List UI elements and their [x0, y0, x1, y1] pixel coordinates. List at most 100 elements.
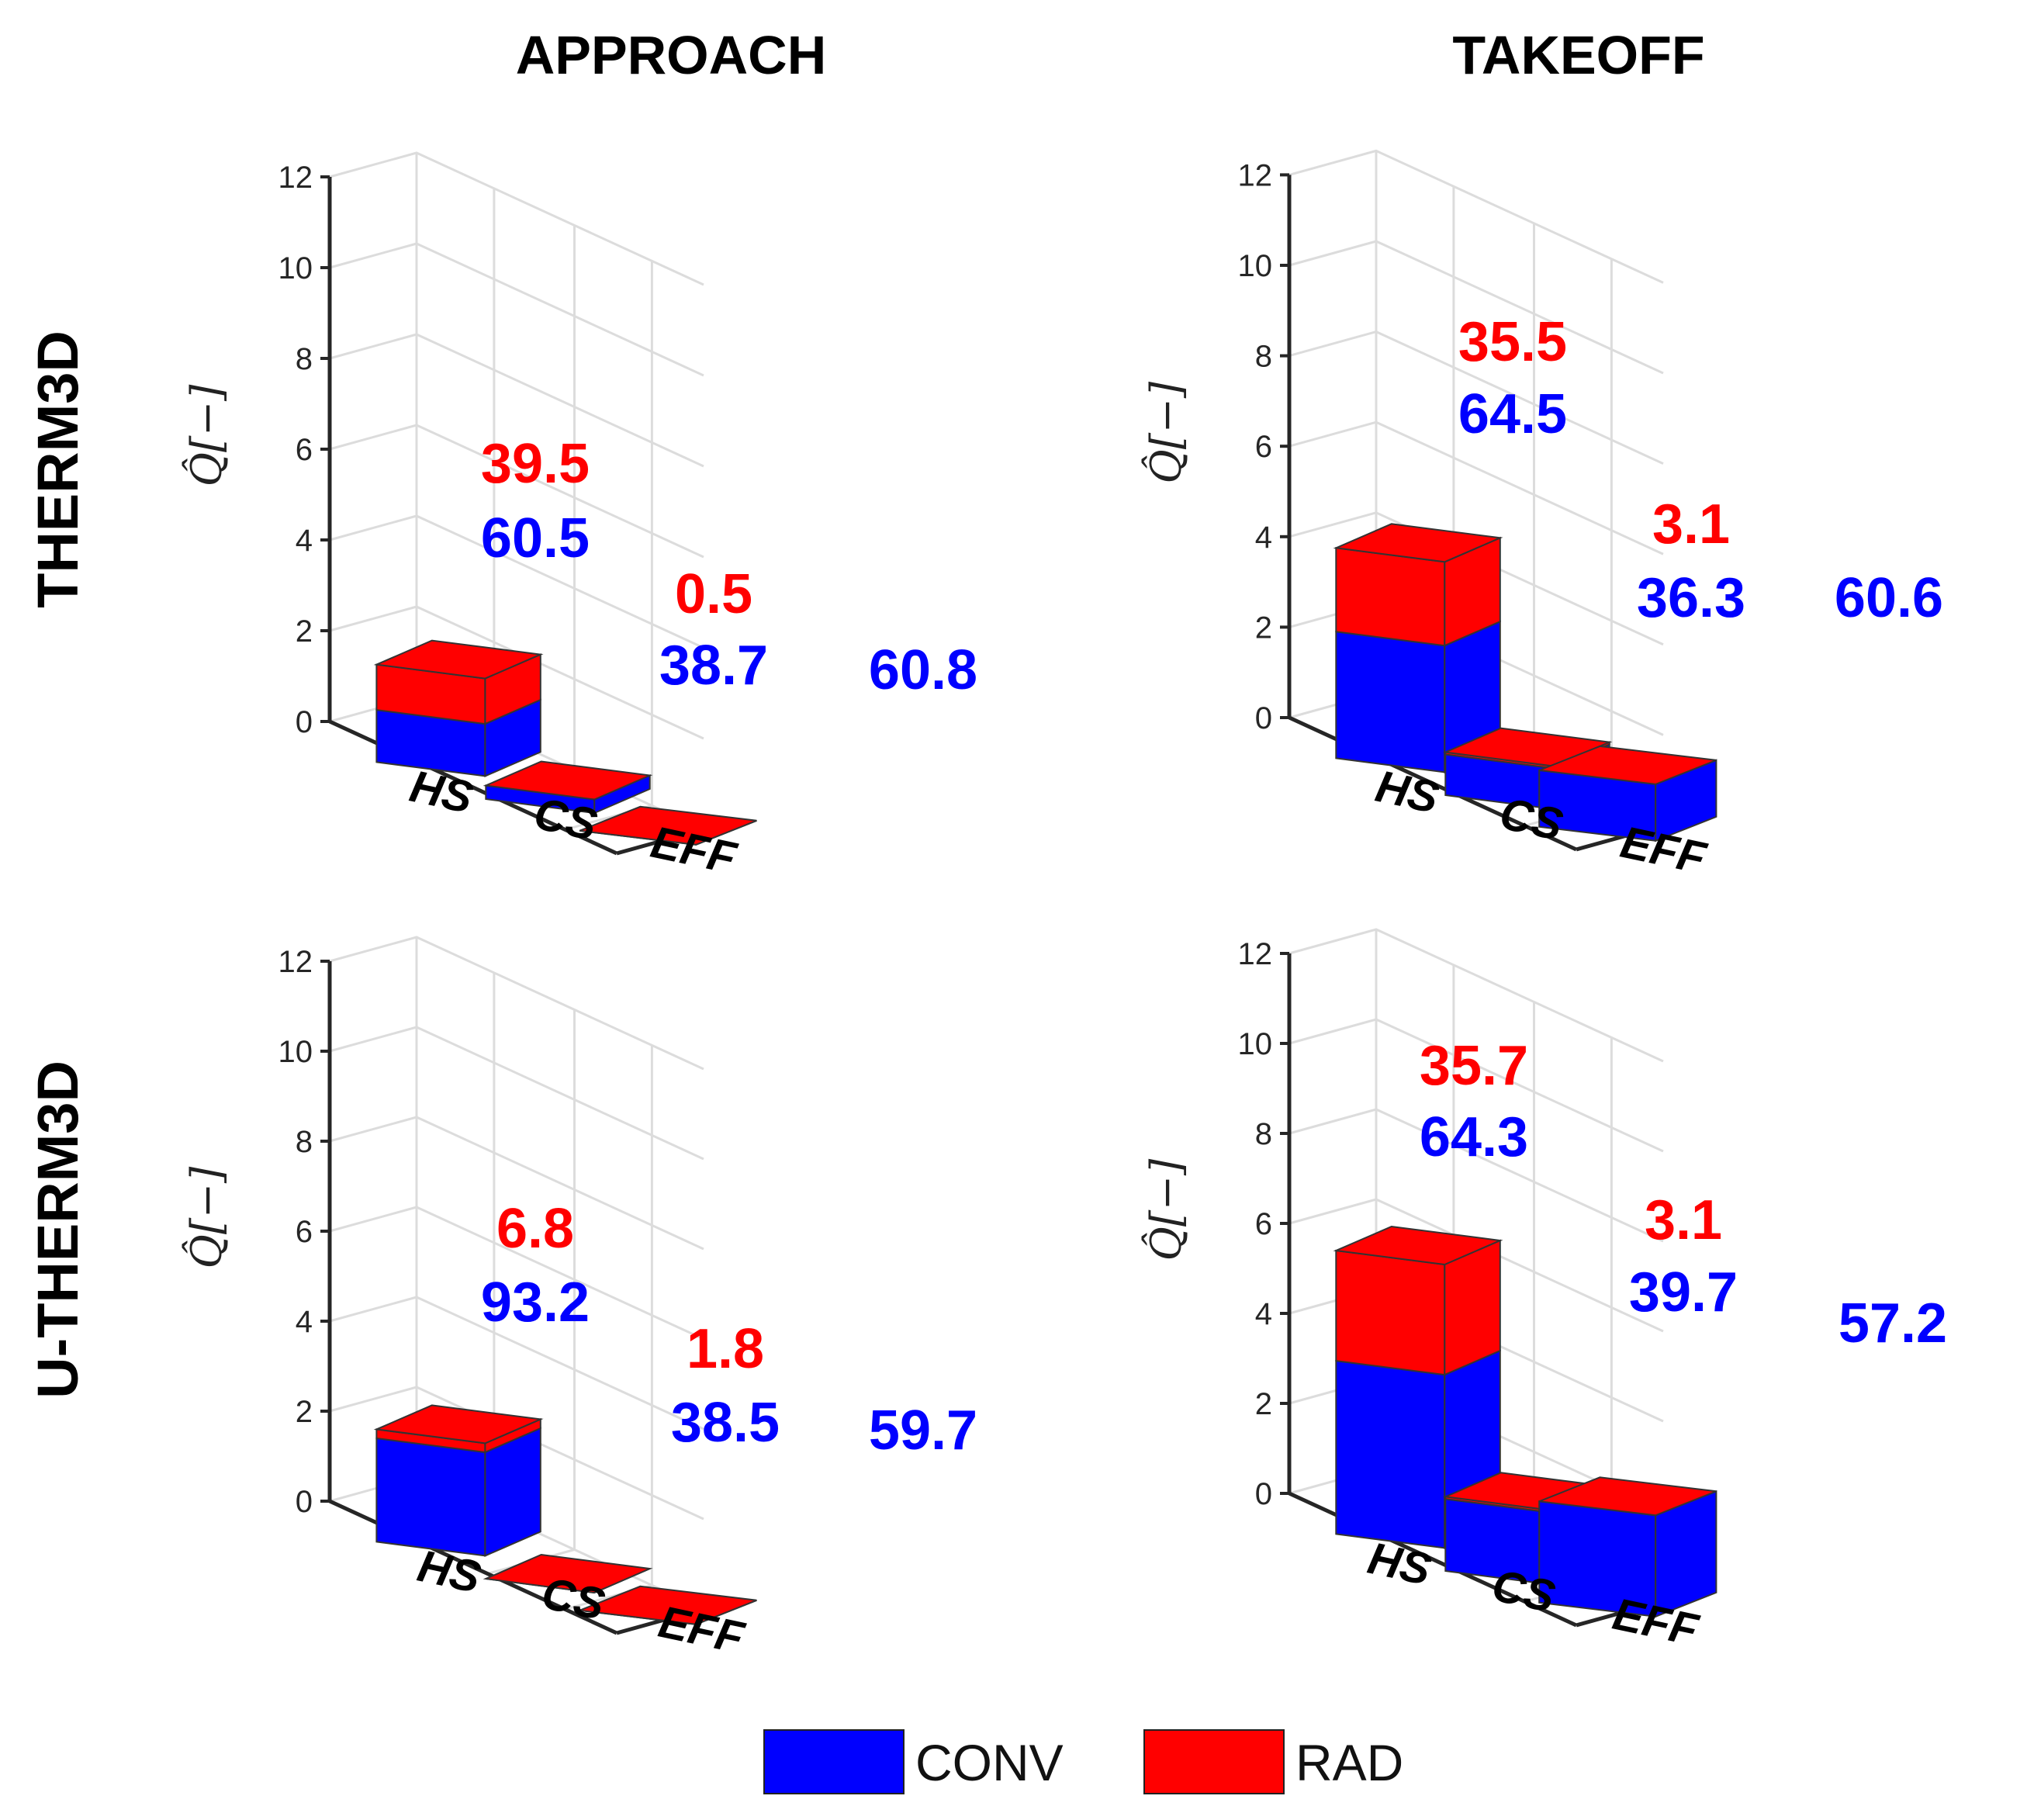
grid-line-y-12	[329, 151, 704, 286]
bars	[373, 1404, 757, 1625]
bar-hs	[373, 1404, 544, 1557]
y-tick-label-2: 2	[296, 1395, 313, 1429]
data-label-cs-rad: 0.5	[675, 563, 752, 625]
y-tick-label-2: 2	[1255, 1387, 1272, 1421]
y-tick-label-0: 0	[296, 705, 313, 739]
legend: CONV RAD	[763, 1729, 1403, 1794]
column-header-takeoff: TAKEOFF	[1452, 25, 1704, 85]
bar-hs-top	[373, 639, 544, 680]
bar-eff-top	[579, 1585, 757, 1625]
data-label-cs-conv: 38.5	[671, 1392, 780, 1454]
data-label-hs-conv: 60.5	[481, 507, 590, 569]
bar-hs-rad-front	[1335, 1249, 1446, 1376]
column-header-approach: APPROACH	[516, 25, 827, 85]
y-tick-label-6: 6	[296, 433, 313, 467]
bar-cs-top	[1442, 727, 1613, 767]
data-labels: 39.5 60.5 0.5 38.7 60.8	[481, 433, 977, 701]
legend-label-conv: CONV	[915, 1734, 1064, 1791]
y-tick-label-10: 10	[1238, 249, 1273, 283]
bar-eff-top	[579, 805, 757, 846]
y-tick-label-12: 12	[1238, 937, 1273, 971]
bars	[373, 639, 757, 846]
bar-eff-top	[1538, 745, 1717, 785]
data-label-cs-conv: 38.7	[659, 635, 768, 697]
y-tick-label-0: 0	[1255, 701, 1272, 735]
axes: 0 2 4 6 8 10 12 Q̂[−]	[182, 945, 704, 1635]
row-header-u-therm3d: U-THERM3D	[26, 1061, 90, 1399]
bar-hs-rad-front	[1335, 547, 1446, 647]
figure-headers: APPROACH TAKEOFF THERM3D U-THERM3D	[26, 25, 1705, 1399]
data-label-hs-rad: 39.5	[481, 433, 590, 495]
data-label-hs-rad: 6.8	[496, 1198, 574, 1260]
bar-hs	[1333, 523, 1503, 773]
y-tick-label-4: 4	[296, 1305, 313, 1339]
bar-cs	[483, 1553, 653, 1594]
bar-eff	[579, 1585, 757, 1625]
x-tick-label-eff: EFF	[1617, 817, 1711, 884]
grid-line-y-10	[329, 1026, 704, 1161]
bar-hs	[373, 639, 544, 777]
y-tick-label-2: 2	[296, 614, 313, 649]
y-tick-label-8: 8	[1255, 340, 1272, 374]
bar-cs	[483, 760, 653, 815]
bar-cs-top	[483, 760, 653, 801]
y-tick-label-6: 6	[1255, 1207, 1272, 1241]
y-tick-label-0: 0	[296, 1485, 313, 1519]
y-tick-label-8: 8	[296, 1125, 313, 1159]
data-label-hs-rad: 35.5	[1458, 311, 1567, 373]
data-label-cs-conv: 36.3	[1637, 567, 1745, 629]
y-axis-title: Q̂[−]	[182, 1166, 231, 1269]
y-tick-label-4: 4	[296, 524, 313, 558]
data-label-hs-conv: 93.2	[481, 1272, 590, 1334]
legend-swatch-rad	[1143, 1729, 1285, 1794]
y-axis-title: Q̂[−]	[1141, 381, 1191, 484]
y-tick-label-8: 8	[296, 342, 313, 376]
data-label-hs-conv: 64.3	[1420, 1106, 1528, 1168]
y-tick-label-10: 10	[278, 1035, 313, 1069]
bars	[1333, 1225, 1717, 1618]
y-tick-label-10: 10	[1238, 1027, 1273, 1061]
bar-hs-conv-front	[1335, 631, 1446, 773]
data-label-cs-conv: 39.7	[1629, 1261, 1738, 1323]
grid-line-y-10	[329, 242, 704, 377]
y-tick-label-6: 6	[296, 1215, 313, 1249]
data-labels: 6.8 93.2 1.8 38.5 59.7	[481, 1198, 977, 1462]
y-tick-label-6: 6	[1255, 430, 1272, 464]
bars	[1333, 523, 1717, 843]
y-tick-label-12: 12	[1238, 158, 1273, 192]
legend-swatch-conv	[763, 1729, 905, 1794]
data-label-eff-conv: 60.8	[869, 639, 977, 701]
data-labels: 35.5 64.5 3.1 36.3 60.6	[1458, 311, 1943, 629]
bar-eff	[1538, 745, 1717, 843]
y-tick-label-8: 8	[1255, 1117, 1272, 1151]
bar-hs-top	[373, 1404, 544, 1445]
row-header-therm3d: THERM3D	[26, 330, 90, 608]
y-axis-title: Q̂[−]	[1141, 1158, 1191, 1261]
data-labels: 35.7 64.3 3.1 39.7 57.2	[1420, 1035, 1947, 1355]
data-label-cs-rad: 1.8	[687, 1318, 764, 1380]
y-tick-label-12: 12	[278, 161, 313, 195]
bar-hs-conv-front	[1335, 1359, 1446, 1549]
y-tick-label-0: 0	[1255, 1477, 1272, 1511]
data-label-cs-rad: 3.1	[1652, 493, 1730, 555]
data-label-hs-rad: 35.7	[1420, 1035, 1528, 1097]
bar-cs-top	[483, 1553, 653, 1594]
data-label-cs-rad: 3.1	[1645, 1189, 1722, 1251]
bar-hs	[1333, 1225, 1503, 1549]
data-label-eff-conv: 57.2	[1838, 1292, 1947, 1355]
y-tick-label-4: 4	[1255, 1297, 1272, 1331]
bar-hs-top	[1333, 1225, 1503, 1266]
y-tick-label-4: 4	[1255, 521, 1272, 555]
data-label-eff-conv: 60.6	[1835, 567, 1943, 629]
bar-hs-top	[1333, 523, 1503, 563]
bar-hs-conv-front	[375, 1437, 486, 1557]
grid-line-y-12	[329, 936, 704, 1071]
bar-eff-top	[1538, 1476, 1717, 1517]
legend-label-rad: RAD	[1295, 1734, 1403, 1791]
